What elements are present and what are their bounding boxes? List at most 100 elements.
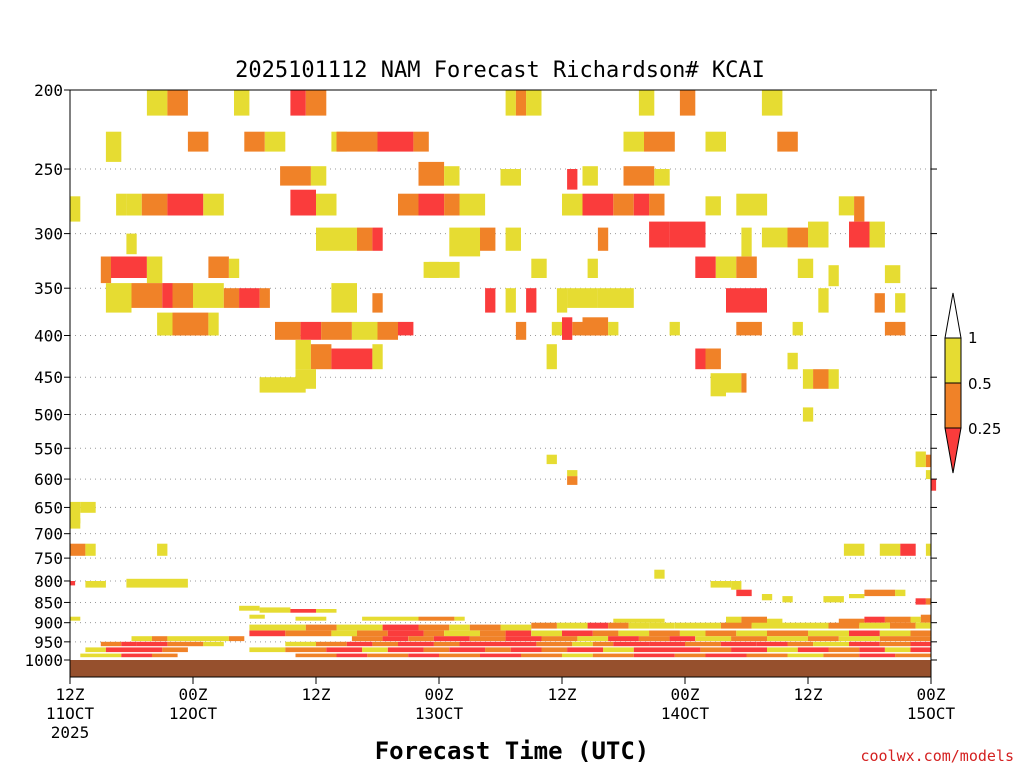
heat-cell: [131, 647, 163, 653]
heat-cell: [597, 227, 609, 251]
heat-cell: [85, 647, 106, 653]
heat-cell: [259, 607, 291, 613]
heat-cell: [285, 641, 317, 647]
heat-cell: [116, 193, 127, 216]
heat-cell: [731, 636, 767, 642]
heat-cell: [705, 131, 726, 152]
heat-cell: [377, 131, 414, 152]
heat-cell: [546, 344, 557, 370]
heat-cell: [536, 641, 573, 647]
heat-cell: [915, 622, 931, 629]
heat-cell: [638, 636, 670, 642]
heat-cell: [726, 373, 742, 393]
heat-cell: [249, 624, 306, 631]
heat-cell: [726, 616, 742, 625]
heat-cell: [295, 653, 337, 658]
heat-cell: [515, 90, 527, 116]
heat-cell: [203, 193, 224, 216]
heat-cell: [700, 647, 732, 653]
heat-cell: [603, 647, 634, 653]
heat-cell: [70, 501, 81, 524]
heat-cell: [480, 653, 521, 658]
heat-cell: [695, 348, 706, 370]
heat-cell: [890, 543, 901, 556]
heat-cell: [305, 624, 337, 631]
heat-cell: [167, 641, 204, 647]
heat-cell: [85, 581, 106, 588]
heat-cell: [244, 131, 265, 152]
heat-cell: [884, 265, 901, 284]
heat-cell: [654, 569, 665, 579]
heat-cell: [654, 169, 670, 186]
heat-cell: [562, 653, 593, 658]
heat-cell: [351, 321, 378, 340]
heat-cell: [720, 622, 752, 629]
legend-label-0-25: 0.25: [968, 420, 1001, 438]
heat-cell: [418, 616, 455, 621]
heat-cell: [500, 169, 521, 186]
heat-cell: [638, 90, 655, 116]
heat-cell: [167, 193, 204, 216]
heat-cell: [567, 169, 578, 190]
heat-cell: [623, 131, 644, 152]
heat-cell: [469, 636, 506, 642]
heat-cell: [808, 221, 829, 248]
y-axis-ticks: 200 250 300 350 400 450 500 550 600 650 700 750 800 8…: [24, 81, 937, 670]
heat-cell: [131, 283, 163, 308]
y-tick-label: 750: [34, 549, 63, 568]
heat-cell: [915, 451, 926, 468]
heat-cell: [285, 630, 332, 637]
heat-cell: [879, 630, 911, 637]
legend-bin-1: [944, 382, 962, 429]
heat-cell: [70, 616, 81, 621]
y-tick-label: 800: [34, 572, 63, 591]
heat-cell: [731, 647, 767, 653]
heat-cell: [649, 630, 680, 637]
y-tick-label: 450: [34, 368, 63, 387]
heat-cell: [731, 581, 742, 590]
x-tick-label: 11OCT: [46, 704, 95, 723]
heat-cell: [808, 630, 849, 637]
heat-cell: [567, 470, 578, 477]
heat-cell: [433, 636, 470, 642]
heat-cell: [280, 166, 311, 186]
heat-cell: [172, 283, 193, 308]
heat-cell: [316, 609, 337, 613]
heat-cell: [541, 636, 578, 642]
heat-cell: [526, 288, 537, 313]
heat-cell: [562, 193, 583, 216]
heat-cell: [859, 647, 885, 653]
heat-cell: [541, 647, 568, 653]
heat-cell: [633, 193, 650, 216]
x-tick-label: 00Z: [425, 685, 454, 704]
heat-cell: [259, 288, 270, 308]
heat-cell: [736, 630, 768, 637]
heat-cell: [705, 630, 737, 637]
heat-cell: [849, 641, 880, 647]
heat-cell: [900, 543, 916, 556]
heat-cell: [121, 641, 137, 647]
heat-cell: [449, 624, 470, 631]
heat-cell: [423, 630, 445, 637]
heat-cell: [372, 641, 398, 647]
y-tick-label: 1000: [24, 651, 63, 670]
heat-cell: [449, 227, 481, 257]
heat-cell: [531, 630, 563, 637]
heat-cell: [423, 647, 450, 653]
heat-cell: [849, 594, 865, 599]
heat-cell: [382, 636, 409, 642]
heat-cell: [884, 616, 911, 623]
heat-cell: [295, 616, 327, 621]
heat-cell: [310, 166, 327, 186]
heat-cell: [167, 90, 188, 116]
y-tick-label: 550: [34, 439, 63, 458]
heat-cell: [582, 166, 598, 186]
heat-cell: [480, 227, 496, 251]
y-tick-label: 950: [34, 633, 63, 652]
heat-cell: [367, 653, 409, 658]
heat-cell: [828, 622, 860, 629]
heat-cell: [736, 193, 768, 216]
x-tick-label: 12Z: [794, 685, 823, 704]
y-tick-label: 300: [34, 225, 63, 244]
